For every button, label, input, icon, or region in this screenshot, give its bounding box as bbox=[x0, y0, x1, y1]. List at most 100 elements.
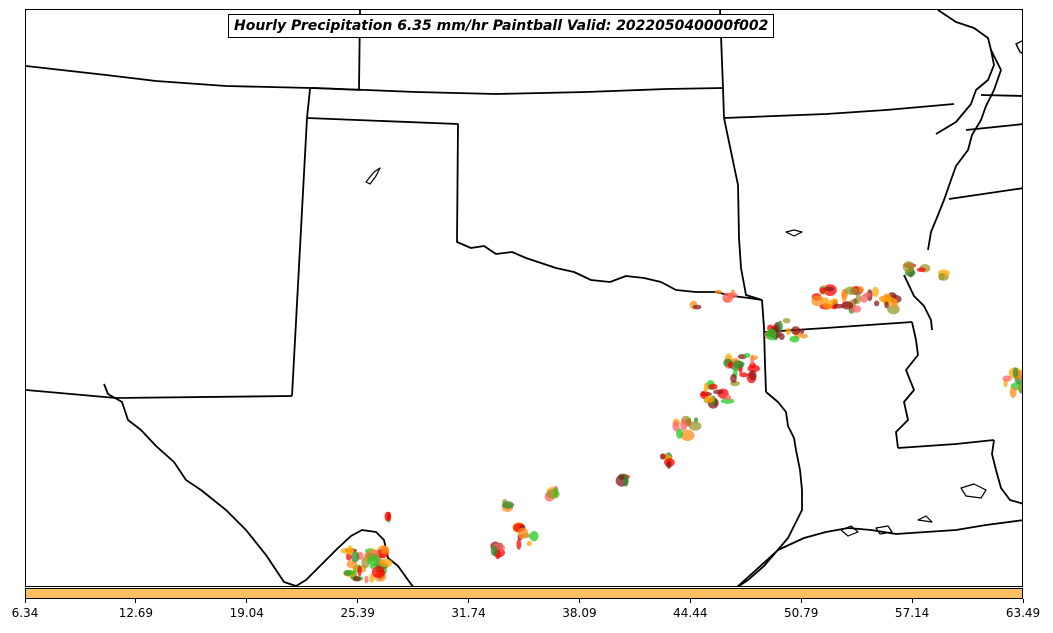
precip-blob bbox=[811, 295, 824, 307]
kansas-oklahoma-line bbox=[311, 87, 724, 95]
precip-blob bbox=[347, 570, 356, 575]
colorbar-tick-label: 31.74 bbox=[451, 606, 486, 620]
precip-blob bbox=[369, 573, 375, 583]
tennessee-mississippi bbox=[948, 187, 1022, 200]
precip-blob bbox=[785, 327, 791, 335]
precip-blob bbox=[777, 320, 783, 333]
precip-blob bbox=[659, 453, 666, 460]
mississippi-river-south bbox=[895, 321, 919, 449]
louisiana-north bbox=[897, 439, 995, 449]
colorbar-tick bbox=[24, 599, 26, 603]
arkansas-texas-line bbox=[761, 299, 767, 393]
oklahoma-panhandle bbox=[306, 117, 763, 301]
colorbar-tick-label: 6.34 bbox=[11, 606, 39, 620]
colorbar-tick bbox=[578, 599, 580, 603]
precip-blob bbox=[724, 394, 732, 401]
gulf-coast bbox=[736, 519, 1022, 586]
precip-blob bbox=[720, 398, 735, 404]
colorbar-tick bbox=[246, 599, 248, 603]
precip-blob bbox=[916, 267, 926, 273]
lake-pontchartrain bbox=[960, 483, 987, 499]
colorbar-tick-label: 44.44 bbox=[673, 606, 708, 620]
lake-shape-2 bbox=[785, 229, 803, 237]
precipitation-paintballs bbox=[340, 261, 1022, 584]
coast-islands bbox=[840, 515, 933, 537]
precip-blob bbox=[1021, 382, 1022, 388]
colorbar-tick bbox=[800, 599, 802, 603]
lake-shape-1 bbox=[365, 167, 381, 185]
precip-blob bbox=[703, 382, 708, 393]
state-borders bbox=[26, 10, 1022, 586]
colorbar-tick-label: 38.09 bbox=[562, 606, 597, 620]
precip-blob bbox=[490, 545, 499, 557]
precip-blob bbox=[680, 429, 695, 441]
map-panel bbox=[25, 9, 1023, 587]
precip-blob bbox=[364, 575, 369, 584]
precip-blob bbox=[351, 551, 360, 563]
precip-blob bbox=[380, 546, 389, 555]
precip-blob bbox=[553, 487, 559, 498]
precip-blob bbox=[782, 318, 791, 324]
colorbar-tick bbox=[689, 599, 691, 603]
precip-blob bbox=[791, 326, 801, 335]
precip-blob bbox=[502, 501, 515, 509]
kansas-colorado-line bbox=[26, 65, 362, 91]
precip-blob bbox=[680, 419, 688, 431]
precip-blob bbox=[902, 261, 915, 273]
precip-blob bbox=[819, 287, 826, 294]
precip-blob bbox=[352, 576, 362, 582]
colorbar-tick-label: 63.49 bbox=[1005, 606, 1041, 620]
river-upper-mississippi bbox=[927, 49, 1002, 251]
colorbar-tick bbox=[1022, 599, 1024, 603]
precip-blob bbox=[371, 566, 385, 578]
precip-blob bbox=[386, 511, 392, 521]
precip-blob bbox=[727, 361, 734, 369]
missouri-east bbox=[935, 10, 995, 135]
arkansas-louisiana-line bbox=[737, 391, 803, 586]
precip-blob bbox=[713, 389, 724, 395]
precip-blob bbox=[517, 527, 529, 539]
colorbar bbox=[25, 588, 1023, 599]
mississippi-east bbox=[991, 439, 1022, 505]
arkansas-east bbox=[903, 274, 933, 331]
precip-blob bbox=[357, 565, 362, 577]
precip-blob bbox=[850, 305, 862, 313]
colorbar-tick-label: 57.14 bbox=[894, 606, 930, 620]
precip-blob bbox=[744, 352, 751, 358]
precip-blob bbox=[822, 300, 834, 310]
map-title: Hourly Precipitation 6.35 mm/hr Paintbal… bbox=[228, 14, 775, 38]
precip-blob bbox=[1018, 383, 1022, 394]
precip-blob bbox=[799, 333, 808, 339]
precip-blob bbox=[844, 286, 859, 295]
precip-blob bbox=[692, 304, 702, 310]
precip-blob bbox=[666, 461, 672, 469]
precip-blob bbox=[714, 289, 723, 295]
precip-blob bbox=[347, 545, 354, 556]
precip-blob bbox=[1012, 367, 1019, 379]
missouri-arkansas-north bbox=[723, 103, 955, 119]
precip-blob bbox=[708, 383, 718, 390]
precip-blob bbox=[367, 555, 381, 566]
texas-west-border bbox=[103, 383, 414, 586]
arkansas-south bbox=[763, 321, 913, 333]
new-mexico-south bbox=[26, 389, 293, 399]
precip-blob bbox=[841, 301, 854, 310]
oklahoma-arkansas-line bbox=[723, 117, 763, 301]
precip-blob bbox=[855, 292, 861, 304]
precip-blob bbox=[688, 421, 702, 431]
precip-blob bbox=[732, 360, 745, 369]
colorbar-tick bbox=[135, 599, 137, 603]
precip-blob bbox=[789, 335, 800, 343]
precip-blob bbox=[884, 301, 889, 309]
precip-blob bbox=[750, 355, 759, 361]
precip-blob bbox=[722, 292, 734, 304]
precip-blob bbox=[766, 328, 777, 341]
precip-blob bbox=[938, 272, 945, 281]
precip-blob bbox=[739, 372, 749, 378]
precip-blob bbox=[874, 300, 880, 307]
precip-blob bbox=[704, 395, 715, 403]
precip-blob bbox=[1002, 375, 1012, 382]
colorbar-tick bbox=[357, 599, 359, 603]
precip-blob bbox=[730, 373, 737, 383]
precip-blob bbox=[672, 421, 680, 432]
